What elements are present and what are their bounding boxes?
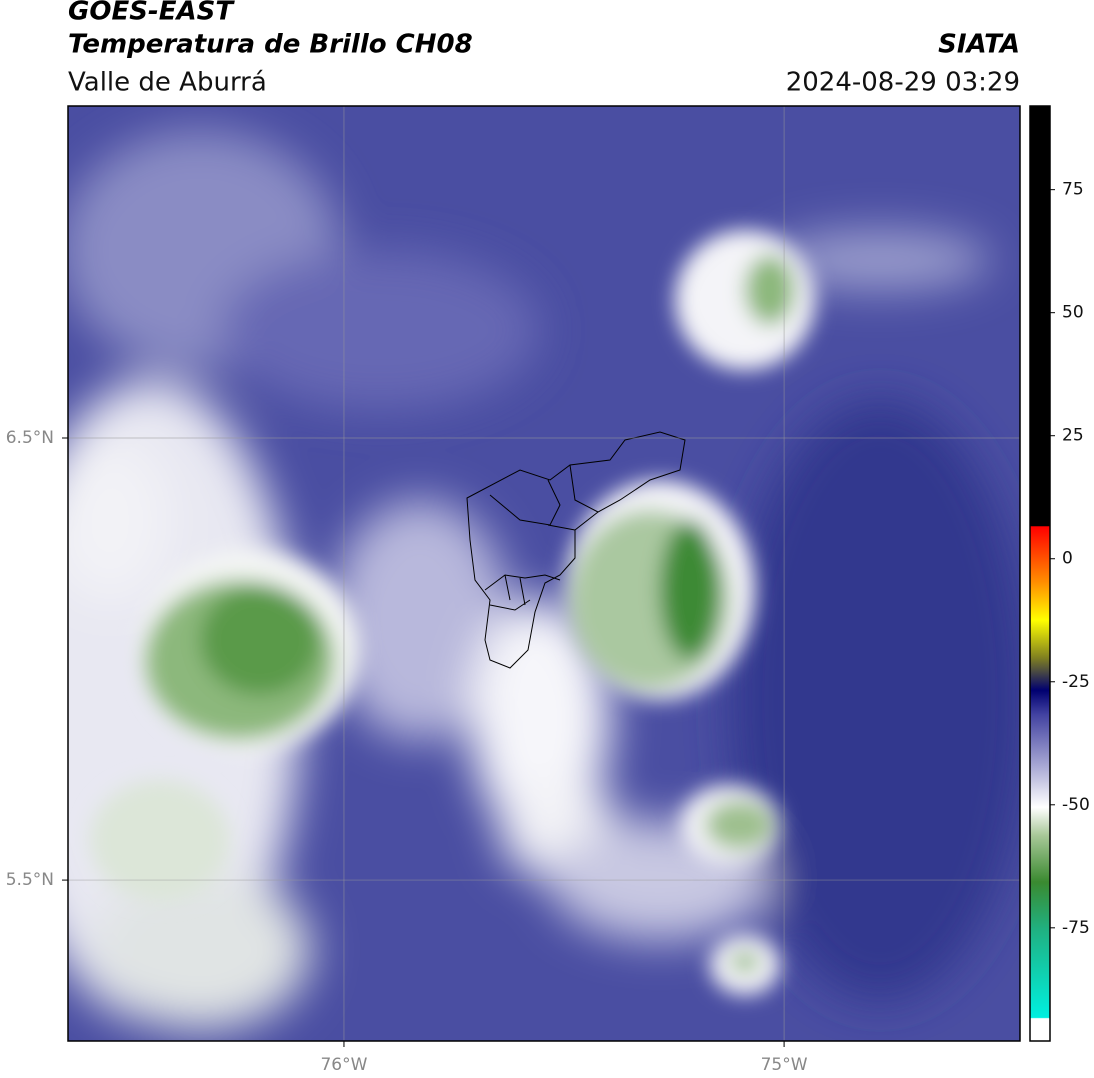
- source: SIATA: [938, 30, 1020, 60]
- x-tick-label: 75°W: [761, 1055, 808, 1075]
- subtitle: Temperatura de Brillo CH08: [68, 30, 473, 60]
- y-tick-label: 6.5°N: [6, 428, 54, 448]
- y-tick-label: 5.5°N: [6, 870, 54, 890]
- colorbar-tick-label: -25: [1062, 672, 1090, 692]
- title: GOES-EAST: [68, 0, 235, 27]
- x-tick-label: 76°W: [320, 1055, 367, 1075]
- colorbar: [1029, 105, 1051, 1042]
- colorbar-tick-label: 75: [1062, 180, 1084, 200]
- municipal-boundaries: [466, 431, 686, 669]
- datetime: 2024-08-29 03:29: [786, 68, 1020, 98]
- satellite-field: [68, 106, 1020, 1041]
- colorbar-tick-label: 0: [1062, 549, 1073, 569]
- colorbar-tick-label: -50: [1062, 795, 1090, 815]
- colorbar-tick-label: -75: [1062, 918, 1090, 938]
- map-frame: [67, 105, 1021, 1042]
- colorbar-tick-label: 25: [1062, 426, 1084, 446]
- region: Valle de Aburrá: [68, 68, 267, 98]
- colorbar-tick-label: 50: [1062, 303, 1084, 323]
